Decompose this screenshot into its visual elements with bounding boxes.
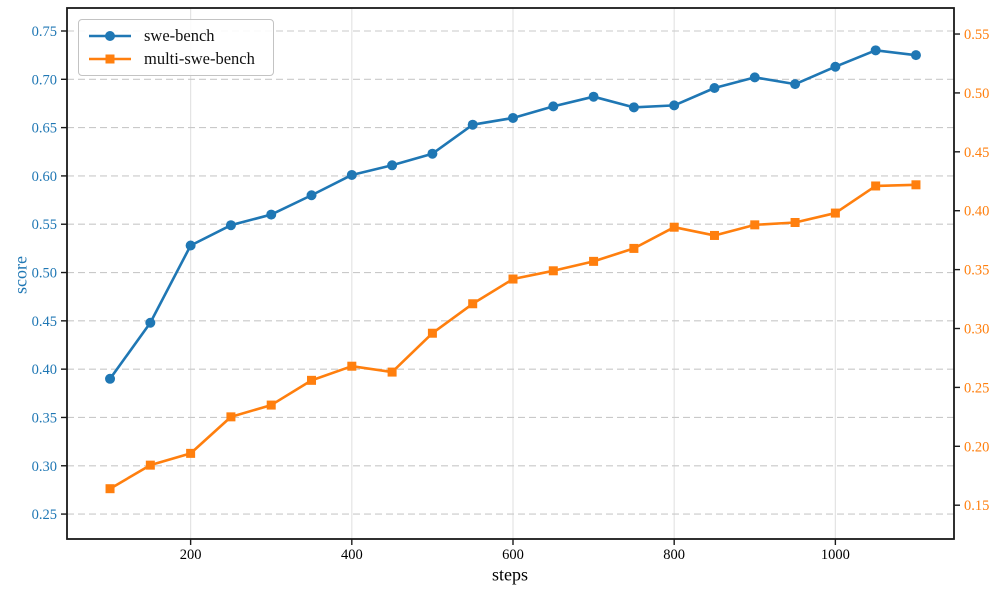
left-tick-label: 0.60 xyxy=(32,169,57,185)
left-tick-label: 0.35 xyxy=(32,410,57,426)
data-point-marker xyxy=(346,169,357,180)
x-tick-label: 800 xyxy=(663,547,685,563)
right-tick-label: 0.20 xyxy=(964,439,989,455)
right-axis-ticks: 0.15 0.20 0.25 0.30 0.35 0.40 0.45 0.50 0.55 xyxy=(954,27,989,514)
right-tick-label: 0.35 xyxy=(964,263,989,279)
vertical-gridlines xyxy=(190,8,836,539)
left-tick-label: 0.25 xyxy=(32,507,57,523)
y-axis-label: score xyxy=(10,256,31,294)
left-axis-ticks: 0.25 0.30 0.35 0.40 0.45 0.50 0.55 0.60 0.65 0.70… xyxy=(32,24,67,523)
left-tick-label: 0.30 xyxy=(32,459,57,475)
data-point-marker xyxy=(186,448,196,458)
data-point-marker xyxy=(749,72,760,83)
data-point-marker xyxy=(870,45,881,56)
legend-line-square-icon xyxy=(89,54,131,64)
data-point-marker xyxy=(588,91,599,102)
series-multi-swe-bench xyxy=(105,180,921,494)
legend: swe-bench multi-swe-bench xyxy=(78,19,274,77)
data-point-marker xyxy=(911,180,921,190)
data-point-marker xyxy=(105,484,115,494)
data-point-marker xyxy=(226,412,236,422)
data-point-marker xyxy=(145,317,156,328)
data-point-marker xyxy=(306,190,317,201)
left-tick-label: 0.40 xyxy=(32,362,57,378)
data-point-marker xyxy=(589,256,599,266)
data-point-marker xyxy=(669,222,679,232)
right-tick-label: 0.45 xyxy=(964,145,989,161)
data-point-marker xyxy=(830,61,841,72)
series-swe-bench xyxy=(105,45,921,384)
x-tick-label: 400 xyxy=(341,547,363,563)
data-point-marker xyxy=(467,119,478,130)
data-point-marker xyxy=(628,102,639,113)
x-tick-label: 200 xyxy=(180,547,202,563)
data-point-marker xyxy=(709,82,720,93)
horizontal-gridlines xyxy=(67,30,954,515)
right-tick-label: 0.40 xyxy=(964,204,989,220)
x-axis-ticks: 200 400 600 800 1000 xyxy=(180,539,850,563)
data-point-marker xyxy=(427,328,437,338)
x-tick-label: 1000 xyxy=(821,547,850,563)
legend-line-circle-icon xyxy=(89,31,131,42)
data-point-marker xyxy=(709,230,719,240)
square-marker-icon xyxy=(105,54,115,64)
legend-item-swe-bench: swe-bench xyxy=(89,26,265,45)
data-point-marker xyxy=(629,243,639,253)
right-tick-label: 0.55 xyxy=(964,27,989,43)
data-point-marker xyxy=(266,400,276,410)
x-axis-label: steps xyxy=(492,564,528,585)
left-tick-label: 0.45 xyxy=(32,314,57,330)
data-point-marker xyxy=(307,375,317,385)
x-tick-label: 600 xyxy=(502,547,524,563)
data-point-marker xyxy=(347,361,357,371)
data-point-marker xyxy=(669,100,680,111)
data-point-marker xyxy=(830,208,840,218)
right-tick-label: 0.15 xyxy=(964,498,989,514)
data-point-marker xyxy=(910,50,921,61)
left-tick-label: 0.55 xyxy=(32,217,57,233)
data-point-marker xyxy=(105,373,116,384)
left-tick-label: 0.70 xyxy=(32,72,57,88)
data-point-marker xyxy=(427,148,438,159)
data-point-marker xyxy=(790,79,801,90)
data-point-marker xyxy=(225,220,236,231)
data-point-marker xyxy=(548,101,559,112)
data-point-marker xyxy=(266,209,277,220)
data-point-marker xyxy=(548,266,558,276)
left-tick-label: 0.50 xyxy=(32,266,57,282)
right-tick-label: 0.30 xyxy=(964,322,989,338)
data-point-marker xyxy=(871,181,881,191)
data-point-marker xyxy=(507,112,518,123)
plot-border xyxy=(66,7,955,540)
data-point-marker xyxy=(387,367,397,377)
data-point-marker xyxy=(387,160,398,171)
right-tick-label: 0.25 xyxy=(964,380,989,396)
left-tick-label: 0.65 xyxy=(32,121,57,137)
legend-label: swe-bench xyxy=(144,26,215,45)
legend-label: multi-swe-bench xyxy=(144,49,255,69)
data-point-marker xyxy=(508,274,518,284)
right-tick-label: 0.50 xyxy=(964,86,989,102)
data-point-marker xyxy=(145,460,155,470)
legend-item-multi-swe-bench: multi-swe-bench xyxy=(89,49,265,69)
left-tick-label: 0.75 xyxy=(32,24,57,40)
data-point-marker xyxy=(790,217,800,227)
circle-marker-icon xyxy=(105,31,115,42)
data-point-marker xyxy=(750,220,760,230)
data-point-marker xyxy=(185,240,196,251)
data-point-marker xyxy=(468,299,478,309)
